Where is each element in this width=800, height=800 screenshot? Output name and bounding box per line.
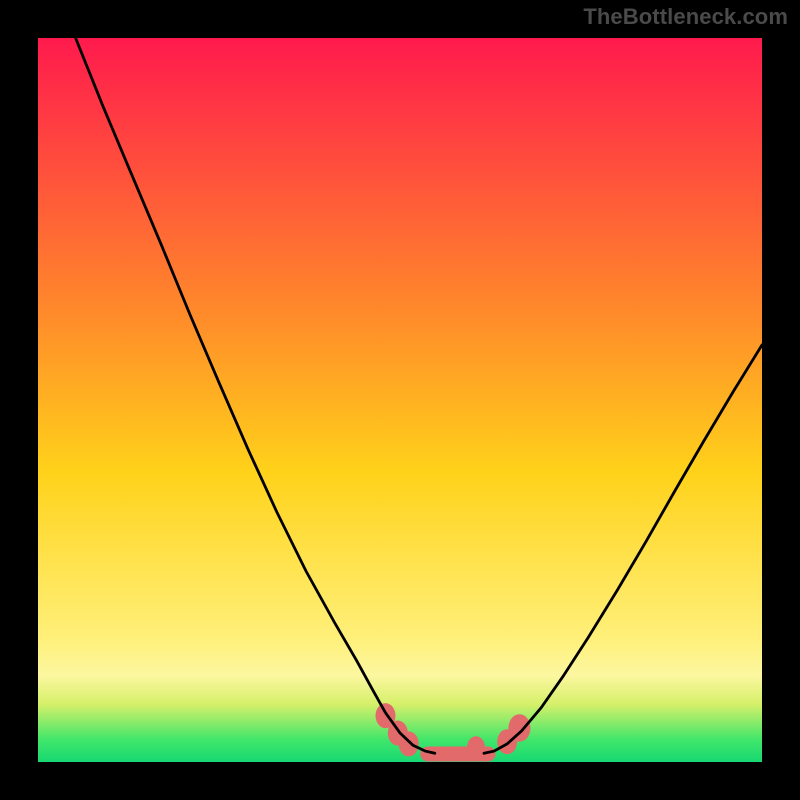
curve-right xyxy=(484,345,762,753)
chart-svg xyxy=(0,0,800,800)
bottom-node xyxy=(508,714,530,742)
chart-frame: TheBottleneck.com xyxy=(0,0,800,800)
curve-left xyxy=(76,38,435,753)
bottom-node xyxy=(467,736,485,759)
watermark-label: TheBottleneck.com xyxy=(583,4,788,30)
